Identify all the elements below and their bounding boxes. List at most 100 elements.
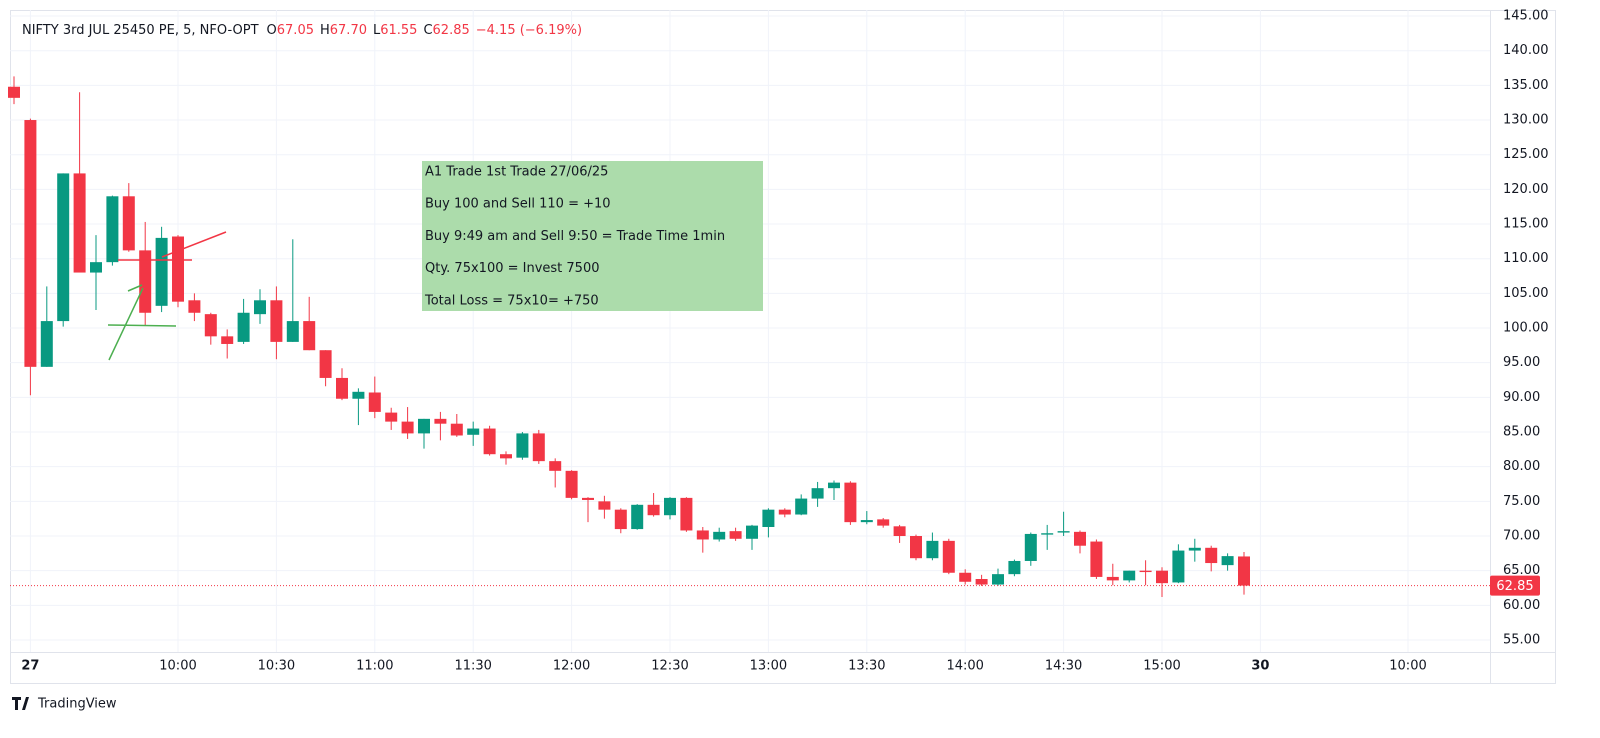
candle-body <box>992 574 1004 585</box>
candle-body <box>336 377 348 399</box>
drawing-line <box>127 284 143 292</box>
candle-body <box>254 300 266 315</box>
candle-body <box>795 498 808 515</box>
y-tick-label: 60.00 <box>1503 598 1540 613</box>
candle-body <box>1221 556 1234 566</box>
candle-body <box>237 312 250 342</box>
candle-body <box>828 482 840 489</box>
y-tick-label: 85.00 <box>1503 425 1540 440</box>
candle-body <box>1139 570 1152 573</box>
candle-body <box>1123 570 1136 581</box>
ohlc-value: 67.05 <box>277 23 314 38</box>
candle-body <box>1090 541 1103 577</box>
y-tick-label: 75.00 <box>1503 494 1540 509</box>
candle-body <box>385 412 398 422</box>
candle-body <box>614 509 627 530</box>
annotation-background <box>422 161 763 311</box>
candle-body <box>877 519 890 526</box>
candle-body <box>418 418 430 434</box>
y-tick-label: 115.00 <box>1503 217 1549 232</box>
candle-body <box>860 520 873 523</box>
candle-body <box>1205 547 1218 564</box>
candle-body <box>844 482 857 523</box>
candle-body <box>1074 531 1086 546</box>
chart-legend: NIFTY 3rd JUL 25450 PE, 5, NFO-OPT O67.05… <box>22 23 582 38</box>
y-tick-label: 140.00 <box>1503 43 1549 58</box>
symbol-title: NIFTY 3rd JUL 25450 PE, 5, NFO-OPT <box>22 23 259 38</box>
ohlc-key: C <box>423 23 432 38</box>
candle-body <box>368 392 381 412</box>
x-tick-label: 12:00 <box>553 659 590 674</box>
candle-body <box>1172 550 1185 583</box>
annotation-line: Qty. 75x100 = Invest 7500 <box>425 261 600 276</box>
last-price-label: 62.85 <box>1496 579 1533 594</box>
grid <box>10 10 1490 652</box>
y-tick-label: 80.00 <box>1503 459 1540 474</box>
candle-body <box>467 428 480 435</box>
candle-body <box>73 173 86 273</box>
candle-body <box>106 196 119 263</box>
candle-body <box>811 488 824 499</box>
candle-body <box>1156 570 1168 584</box>
drawing-line <box>161 231 227 258</box>
ohlc-value: 67.70 <box>330 23 367 38</box>
x-tick-label: 30 <box>1251 659 1269 674</box>
candle-body <box>24 120 37 367</box>
x-tick-label: 13:00 <box>750 659 787 674</box>
candle-body <box>696 530 709 540</box>
candle-body <box>1188 547 1201 551</box>
ohlc-key: O <box>267 23 277 38</box>
x-tick-label: 10:30 <box>258 659 295 674</box>
x-tick-label: 14:30 <box>1045 659 1082 674</box>
y-tick-label: 65.00 <box>1503 563 1540 578</box>
candle-body <box>1041 533 1054 535</box>
x-tick-label: 27 <box>21 659 39 674</box>
candle-body <box>221 336 234 344</box>
chart-frame <box>10 10 1556 684</box>
candle-body <box>746 525 758 539</box>
drawings <box>107 231 227 361</box>
candle-body <box>434 418 447 424</box>
candle-body <box>90 262 102 273</box>
candle-body <box>926 540 939 559</box>
ohlc-value: 61.55 <box>380 23 417 38</box>
candle-body <box>680 497 693 531</box>
x-tick-label: 15:00 <box>1143 659 1180 674</box>
x-tick-label: 11:00 <box>356 659 393 674</box>
annotation-line: Buy 100 and Sell 110 = +10 <box>425 197 611 212</box>
y-tick-label: 90.00 <box>1503 390 1540 405</box>
x-tick-label: 11:30 <box>454 659 491 674</box>
candle-body <box>1008 560 1021 575</box>
candle-body <box>893 526 906 537</box>
candle-body <box>910 536 922 559</box>
annotation-line: Buy 9:49 am and Sell 9:50 = Trade Time 1… <box>425 229 725 244</box>
ohlc-key: L <box>373 23 381 38</box>
candle-body <box>450 423 463 436</box>
y-tick-label: 135.00 <box>1503 78 1549 93</box>
candle-body <box>483 428 496 455</box>
candle-body <box>778 509 791 515</box>
x-tick-label: 14:00 <box>946 659 983 674</box>
candle-body <box>549 461 562 471</box>
candle-body <box>57 173 70 322</box>
candle-body <box>532 433 545 462</box>
y-tick-label: 130.00 <box>1503 113 1549 128</box>
candle-body <box>319 350 332 378</box>
y-tick-label: 55.00 <box>1503 633 1540 648</box>
drawing-line <box>108 287 144 361</box>
candle-body <box>516 433 529 458</box>
ohlc-value: 62.85 <box>433 23 470 38</box>
candle-body <box>139 250 152 313</box>
candle-body <box>500 454 512 459</box>
candle-body <box>188 300 201 313</box>
candle-body <box>122 196 135 251</box>
candle-body <box>8 86 20 98</box>
brand-logo: TradingView <box>12 697 117 712</box>
candle-body <box>352 391 365 399</box>
annotation-line: A1 Trade 1st Trade 27/06/25 <box>425 165 608 180</box>
candle-body <box>401 421 414 434</box>
brand-name: TradingView <box>37 697 117 712</box>
y-tick-label: 70.00 <box>1503 529 1540 544</box>
candle-body <box>664 497 676 516</box>
